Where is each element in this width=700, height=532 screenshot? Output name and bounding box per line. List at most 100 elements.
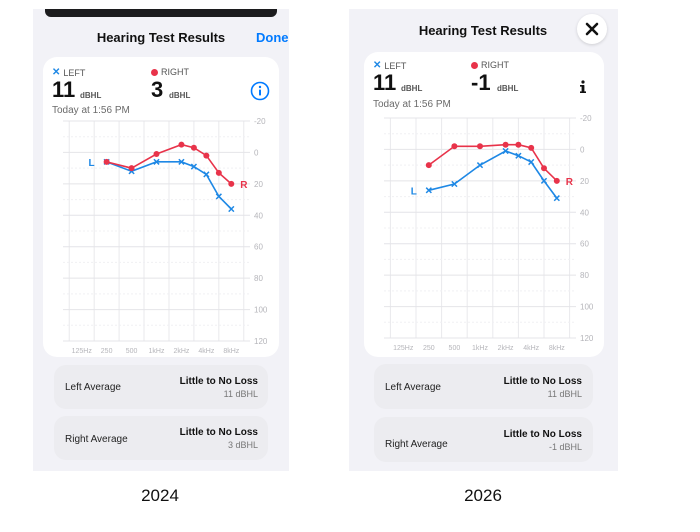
audiogram-chart: -20 0 20 40 60 80 100 120 125Hz 250 500 1kHz 2kHz 4kH… — [384, 114, 594, 352]
close-icon — [585, 22, 599, 36]
x-marker-icon: ✕ — [52, 67, 61, 78]
audiogram-card: ✕ LEFT RIGHT 11 dBHL -1 dBHL Today at 1:… — [364, 52, 604, 357]
status-bar-strip — [45, 9, 277, 17]
left-ear-point — [228, 205, 235, 213]
y-tick-label: 60 — [580, 240, 589, 249]
right-ear-point — [502, 141, 509, 148]
y-tick-label: 80 — [580, 271, 589, 280]
right-ear-point — [215, 169, 222, 176]
left-ear-label: ✕ LEFT — [373, 60, 406, 71]
year-caption-2024: 2024 — [141, 486, 179, 505]
left-ear-point — [502, 147, 509, 155]
left-ear-point — [425, 187, 432, 194]
left-ear-point — [528, 158, 535, 166]
y-tick-label: -20 — [580, 114, 592, 123]
x-tick-label: 8kHz — [223, 348, 239, 355]
left-average-label: Left Average — [385, 382, 441, 393]
left-ear-line — [428, 150, 558, 199]
x-tick-label: 1kHz — [149, 348, 165, 355]
left-average-label: Left Average — [65, 382, 121, 393]
x-tick-label: 4kHz — [198, 348, 214, 355]
right-ear-line — [106, 143, 232, 185]
left-ear-label: ✕ LEFT — [52, 67, 85, 78]
x-tick-label: 4kHz — [523, 345, 539, 352]
screenshot-2024: Hearing Test Results Done ✕ LEFT RIGHT 1… — [33, 9, 289, 471]
done-button[interactable]: Done — [256, 30, 289, 45]
y-tick-label: 20 — [580, 177, 589, 186]
right-ear-point — [103, 158, 110, 165]
left-average-dbhl: 11 dBHL — [547, 389, 582, 399]
right-average-dbhl: -1 dBHL — [548, 442, 582, 452]
info-icon[interactable] — [250, 81, 270, 101]
x-tick-label: 500 — [126, 348, 138, 355]
dot-marker-icon — [151, 68, 158, 76]
left-average-card: Left Average Little to No Loss 11 dBHL — [374, 364, 593, 409]
right-series-tag: R — [566, 177, 574, 188]
right-ear-point — [477, 143, 483, 150]
right-ear-point — [553, 177, 560, 184]
right-ear-line — [428, 143, 558, 182]
right-label-text: RIGHT — [481, 60, 509, 70]
audiogram-card: ✕ LEFT RIGHT 11 dBHL 3 dBHL Today at 1:5… — [43, 57, 279, 357]
y-tick-label: 40 — [254, 211, 263, 220]
y-tick-label: 80 — [254, 274, 263, 283]
left-average-dbhl: 11 dBHL — [223, 389, 258, 399]
x-tick-label: 8kHz — [549, 345, 565, 352]
right-average-card: Right Average Little to No Loss -1 dBHL — [374, 417, 593, 462]
right-ear-point — [153, 151, 160, 157]
right-average-result: Little to No Loss — [503, 429, 582, 440]
y-tick-label: 100 — [254, 306, 268, 315]
results-sheet: Hearing Test Results ✕ LEFT RIGHT 11 dBH… — [349, 9, 618, 471]
left-ear-point — [540, 177, 548, 184]
test-timestamp: Today at 1:56 PM — [52, 105, 130, 116]
right-value: 3 — [151, 77, 164, 102]
left-ear-point — [178, 158, 185, 165]
right-ear-label: RIGHT — [471, 60, 509, 70]
left-ear-point — [451, 180, 458, 188]
x-tick-label: 250 — [423, 345, 435, 352]
left-average-result: Little to No Loss — [503, 376, 582, 387]
x-tick-label: 2kHz — [498, 345, 514, 352]
y-tick-label: 120 — [254, 337, 268, 346]
right-label-text: RIGHT — [161, 67, 189, 77]
dot-marker-icon — [471, 61, 478, 69]
y-tick-label: 0 — [254, 148, 259, 157]
left-series-tag: L — [89, 158, 95, 169]
x-tick-label: 125Hz — [393, 345, 414, 352]
left-label-text: LEFT — [63, 67, 86, 78]
right-ear-point — [541, 165, 547, 172]
left-ear-point — [515, 152, 522, 159]
right-ear-point — [190, 144, 197, 151]
left-ear-line — [106, 161, 232, 210]
x-tick-label: 1kHz — [472, 345, 488, 352]
right-average-card: Right Average Little to No Loss 3 dBHL — [54, 416, 268, 460]
y-tick-label: 60 — [254, 243, 263, 252]
left-value: 11 — [373, 70, 397, 95]
results-sheet: Hearing Test Results Done ✕ LEFT RIGHT 1… — [33, 9, 289, 471]
right-ear-point — [425, 162, 432, 169]
test-timestamp: Today at 1:56 PM — [373, 99, 451, 110]
y-tick-label: -20 — [254, 117, 266, 126]
close-button[interactable] — [577, 14, 607, 44]
right-ear-point — [128, 165, 135, 172]
right-series-tag: R — [240, 180, 248, 191]
y-tick-label: 20 — [254, 180, 263, 189]
year-caption-2026: 2026 — [464, 486, 502, 505]
screenshot-2026: Hearing Test Results ✕ LEFT RIGHT 11 dBH… — [349, 9, 618, 471]
x-marker-icon: ✕ — [373, 60, 382, 71]
right-average-result: Little to No Loss — [179, 427, 258, 438]
right-ear-point — [228, 180, 235, 187]
x-tick-label: 250 — [101, 348, 113, 355]
info-icon[interactable] — [576, 79, 590, 95]
left-unit: dBHL — [401, 84, 423, 93]
right-ear-label: RIGHT — [151, 67, 189, 77]
left-unit: dBHL — [80, 91, 102, 100]
left-ear-point — [190, 163, 198, 170]
right-unit: dBHL — [169, 91, 191, 100]
y-tick-label: 0 — [580, 145, 585, 154]
y-tick-label: 120 — [580, 334, 594, 343]
y-tick-label: 40 — [580, 208, 589, 217]
right-average-dbhl: 3 dBHL — [227, 440, 258, 450]
right-value: -1 — [471, 70, 491, 95]
left-label-text: LEFT — [384, 60, 407, 71]
